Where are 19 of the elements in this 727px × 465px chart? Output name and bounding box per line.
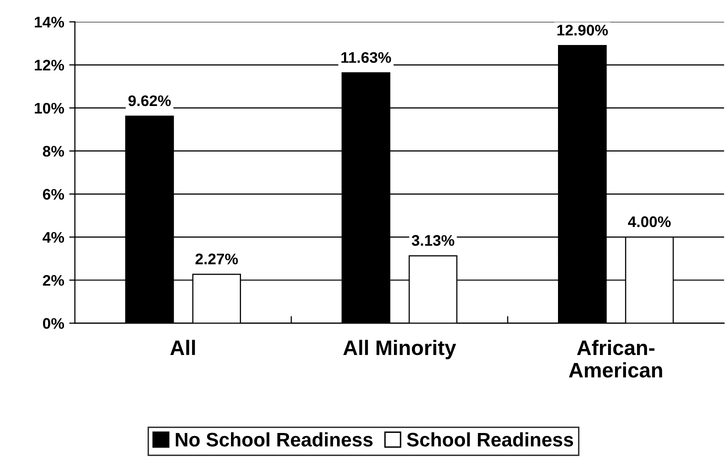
- y-tick-label: 10%: [34, 102, 64, 114]
- y-tick-label: 4%: [42, 232, 64, 243]
- y-tick-label: 2%: [42, 274, 64, 286]
- y-tick-label: 6%: [42, 188, 64, 200]
- data-label: 2.27%: [195, 254, 238, 264]
- data-label: 3.13%: [412, 235, 454, 246]
- x-tick-label: All: [170, 340, 195, 355]
- data-label: 11.63%: [341, 52, 392, 63]
- legend-label: School Readiness: [406, 432, 574, 447]
- x-tick-label: African- American: [568, 340, 662, 378]
- data-label: 4.00%: [628, 216, 671, 228]
- legend-label: No School Readiness: [176, 432, 373, 447]
- y-tick-label: 14%: [34, 16, 64, 28]
- x-tick-label: All Minority: [343, 340, 456, 360]
- y-tick-label: 0%: [42, 318, 64, 329]
- y-tick-label: 8%: [42, 146, 64, 157]
- y-tick-label: 12%: [34, 60, 64, 71]
- data-label: 12.90%: [557, 24, 608, 36]
- data-label: 9.62%: [128, 95, 171, 106]
